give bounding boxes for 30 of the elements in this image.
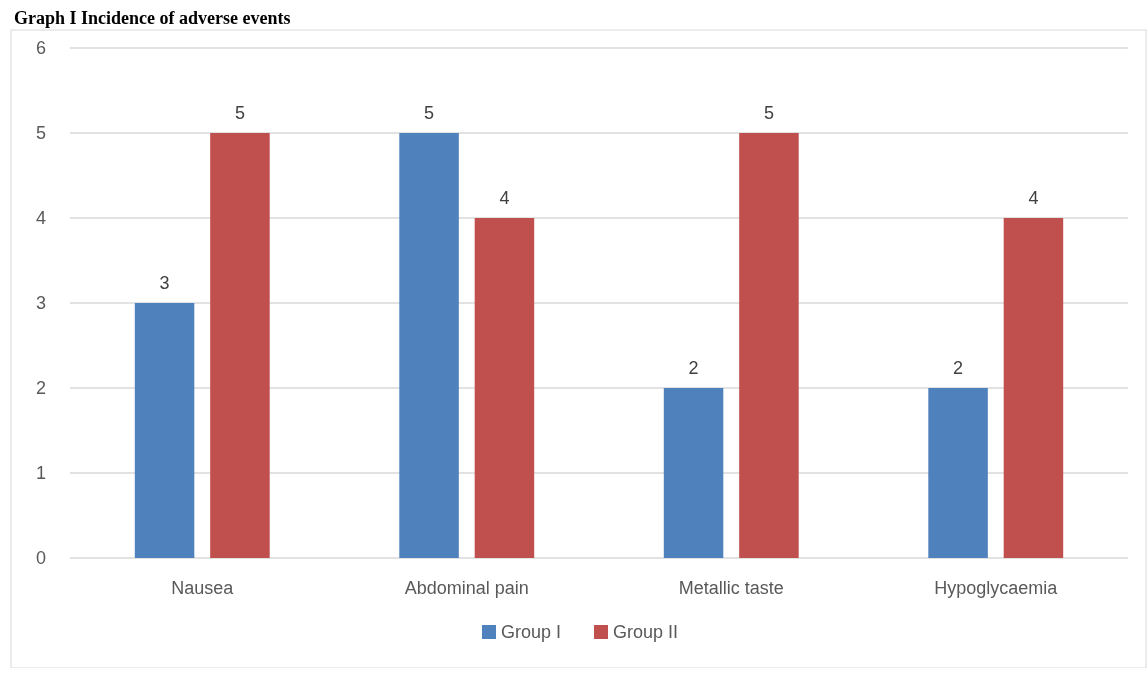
x-tick-label: Abdominal pain xyxy=(404,578,529,598)
legend-label: Group I xyxy=(501,622,562,642)
chart-title: Graph I Incidence of adverse events xyxy=(14,8,291,28)
data-label: 2 xyxy=(953,358,964,378)
y-tick-label: 2 xyxy=(35,378,46,398)
legend-label: Group II xyxy=(613,622,679,642)
data-label: 5 xyxy=(234,103,245,123)
y-tick-label: 3 xyxy=(35,293,46,313)
y-tick-label: 1 xyxy=(35,463,46,483)
y-tick-label: 4 xyxy=(35,208,46,228)
data-label: 3 xyxy=(159,273,170,293)
bar xyxy=(474,218,535,558)
bar xyxy=(1003,218,1064,558)
bar xyxy=(928,388,988,558)
x-tick-label: Nausea xyxy=(171,578,235,598)
y-tick-label: 6 xyxy=(35,38,46,58)
bar xyxy=(663,388,724,558)
x-tick-label: Hypoglycaemia xyxy=(934,578,1059,598)
data-label: 5 xyxy=(763,103,774,123)
bar xyxy=(399,133,459,558)
y-tick-label: 5 xyxy=(35,123,46,143)
data-label: 2 xyxy=(688,358,699,378)
data-label: 4 xyxy=(499,188,510,208)
bar xyxy=(739,133,799,558)
bar xyxy=(210,133,270,558)
data-label: 4 xyxy=(1028,188,1039,208)
data-label: 5 xyxy=(424,103,435,123)
bar xyxy=(134,303,195,558)
y-tick-label: 0 xyxy=(35,548,46,568)
x-tick-label: Metallic taste xyxy=(678,578,784,598)
